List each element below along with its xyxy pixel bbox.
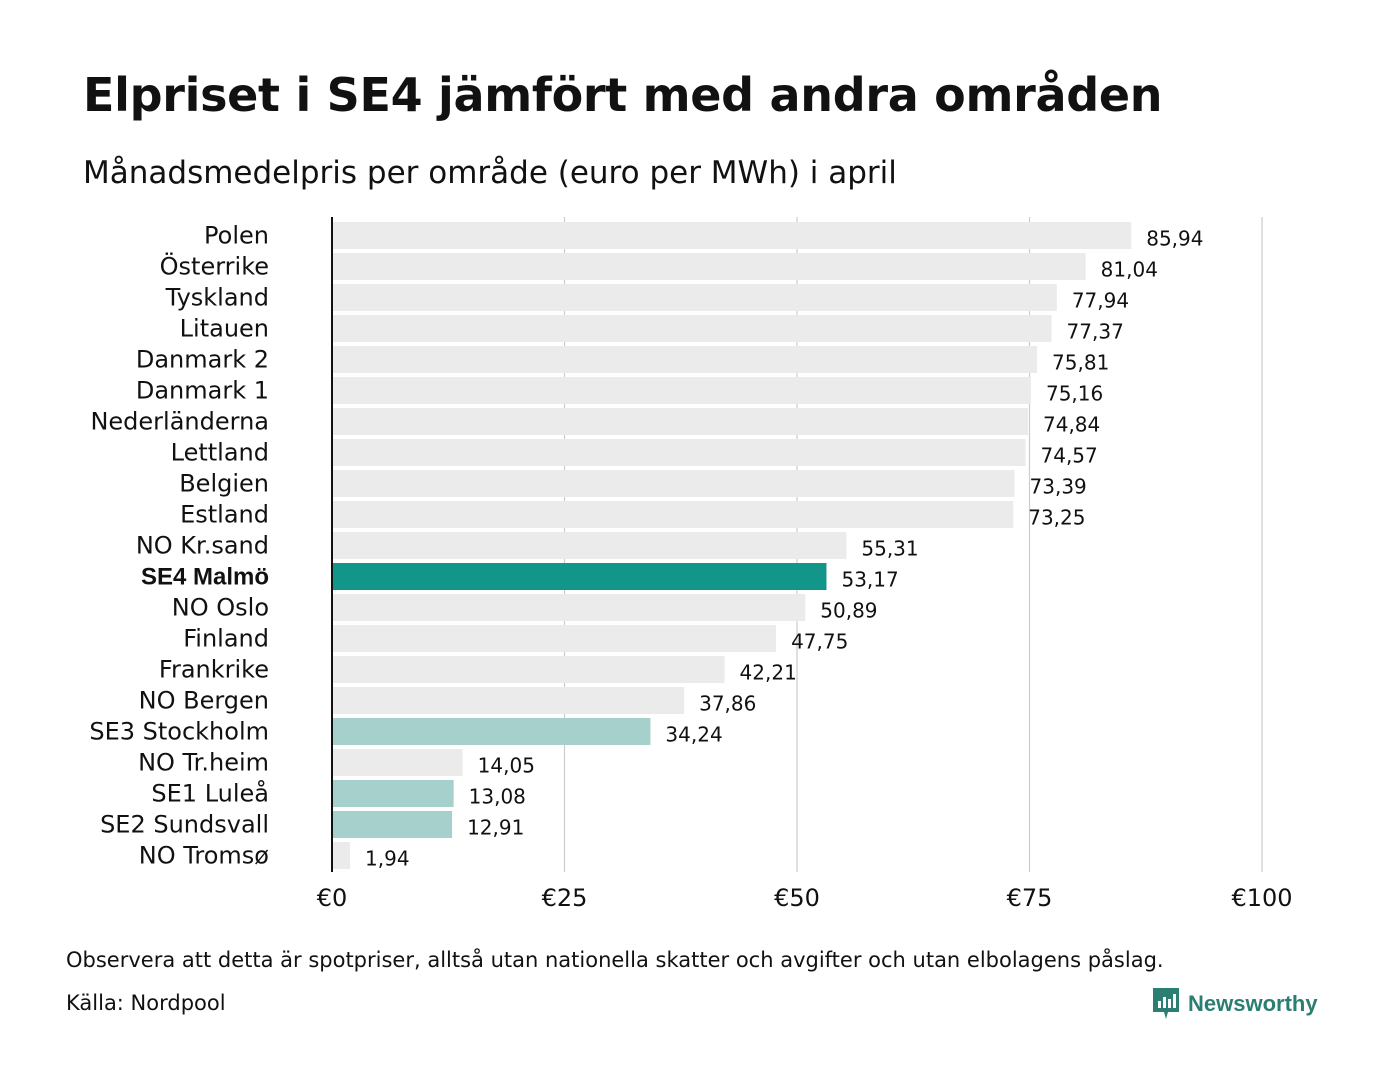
category-label-frankrike: Frankrike: [159, 656, 269, 684]
category-label-se1-lulea: SE1 Luleå: [151, 779, 269, 808]
value-label-no-oslo: 50,89: [820, 599, 877, 623]
chart-subtitle: Månadsmedelpris per område (euro per MWh…: [83, 155, 897, 191]
brand-logo: Newsworthy: [1152, 984, 1318, 1024]
category-label-polen: Polen: [204, 222, 269, 250]
x-tick-label: €100: [1231, 884, 1292, 912]
value-label-lettland: 74,57: [1041, 444, 1098, 468]
category-label-no-kr-sand: NO Kr.sand: [136, 532, 269, 560]
source-note: Källa: Nordpool: [66, 991, 226, 1015]
category-label-estland: Estland: [180, 501, 269, 529]
bar-se2-sundsvall: [333, 811, 453, 838]
newsworthy-logo-icon: [1153, 988, 1179, 1019]
bar-estland: [333, 501, 1014, 528]
category-label-no-tr-heim: NO Tr.heim: [138, 749, 269, 777]
bar-lettland: [333, 439, 1026, 466]
category-label-nederlanderna: Nederländerna: [90, 408, 269, 436]
category-label-lettland: Lettland: [171, 439, 269, 467]
value-label-osterrike: 81,04: [1101, 258, 1158, 282]
value-label-polen: 85,94: [1146, 227, 1203, 251]
bar-danmark-1: [333, 377, 1031, 404]
x-tick-label: €50: [774, 884, 820, 912]
category-label-danmark-1: Danmark 1: [136, 377, 269, 405]
bar-nederlanderna: [333, 408, 1029, 435]
value-label-nederlanderna: 74,84: [1043, 413, 1100, 437]
bar-tyskland: [333, 284, 1057, 311]
bar-frankrike: [333, 656, 725, 683]
bar-finland: [333, 625, 777, 652]
category-label-se3-stockholm: SE3 Stockholm: [89, 718, 269, 746]
value-label-estland: 73,25: [1028, 506, 1085, 530]
value-label-tyskland: 77,94: [1072, 289, 1129, 313]
bar-se3-stockholm: [333, 718, 651, 745]
bar-polen: [333, 222, 1132, 249]
bar-danmark-2: [333, 346, 1038, 373]
chart-title: Elpriset i SE4 jämfört med andra områden: [83, 68, 1163, 122]
bar-osterrike: [333, 253, 1086, 280]
value-label-no-tromso: 1,94: [365, 847, 410, 871]
bars: [333, 222, 1132, 869]
x-tick-label: €25: [542, 884, 588, 912]
bar-no-oslo: [333, 594, 806, 621]
category-label-finland: Finland: [183, 625, 269, 653]
value-label-no-bergen: 37,86: [699, 692, 756, 716]
category-label-se4-malmo: SE4 Malmö: [141, 564, 269, 591]
category-label-no-tromso: NO Tromsø: [139, 842, 269, 870]
bar-no-kr-sand: [333, 532, 847, 559]
x-tick-label: €0: [317, 884, 348, 912]
x-tick-label: €75: [1007, 884, 1053, 912]
value-labels: 85,94 81,04 77,94 77,37 75,81 75,16 74,84 74,57…: [365, 227, 1203, 871]
value-label-danmark-2: 75,81: [1052, 351, 1109, 375]
brand-name: Newsworthy: [1188, 991, 1318, 1016]
bar-se1-lulea: [333, 780, 454, 807]
value-label-litauen: 77,37: [1067, 320, 1124, 344]
category-label-no-oslo: NO Oslo: [172, 594, 269, 622]
bar-se4-malmo: [333, 563, 827, 590]
bar-no-tr-heim: [333, 749, 463, 776]
bar-litauen: [333, 315, 1052, 342]
value-label-no-kr-sand: 55,31: [861, 537, 918, 561]
category-label-no-bergen: NO Bergen: [139, 687, 269, 715]
category-label-danmark-2: Danmark 2: [136, 346, 269, 374]
value-label-frankrike: 42,21: [740, 661, 797, 685]
category-label-osterrike: Österrike: [160, 252, 269, 281]
category-label-litauen: Litauen: [180, 315, 269, 343]
value-label-se4-malmo: 53,17: [841, 568, 898, 592]
value-label-se1-lulea: 13,08: [469, 785, 526, 809]
value-label-no-tr-heim: 14,05: [478, 754, 535, 778]
footnote: Observera att detta är spotpriser, allts…: [66, 948, 1164, 972]
bar-no-bergen: [333, 687, 685, 714]
x-axis-ticks: €0 €25 €50 €75 €100: [317, 884, 1293, 912]
bar-no-tromso: [333, 842, 351, 869]
category-label-se2-sundsvall: SE2 Sundsvall: [100, 811, 269, 839]
value-label-belgien: 73,39: [1030, 475, 1087, 499]
value-label-se3-stockholm: 34,24: [665, 723, 722, 747]
category-label-tyskland: Tyskland: [165, 284, 269, 312]
value-label-se2-sundsvall: 12,91: [467, 816, 524, 840]
value-label-danmark-1: 75,16: [1046, 382, 1103, 406]
value-label-finland: 47,75: [791, 630, 848, 654]
bar-belgien: [333, 470, 1015, 497]
category-label-belgien: Belgien: [179, 470, 269, 498]
